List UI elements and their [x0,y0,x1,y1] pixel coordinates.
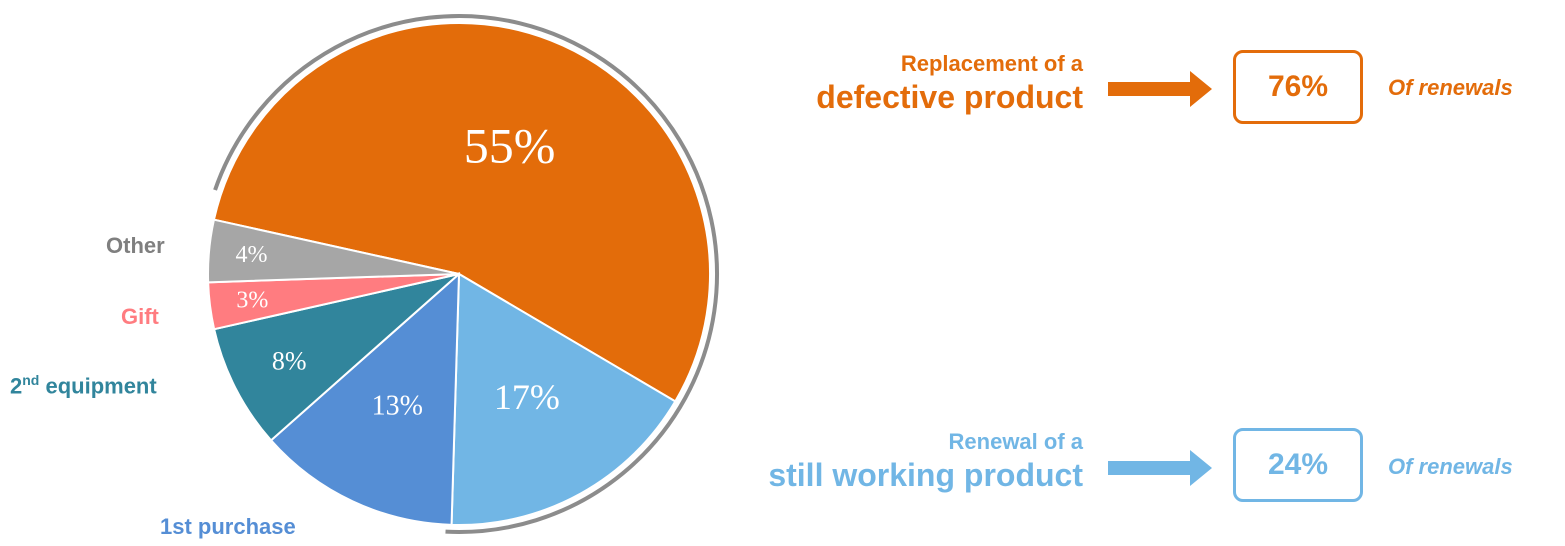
arrow-working [1108,450,1212,486]
pie-slice-label-5: 4% [236,242,268,268]
label-gift: Gift [121,304,159,329]
pie-slice-5 [207,218,460,284]
annotation-working-line1: Renewal of a [948,429,1083,454]
annotation-working-title: Renewal of a still working product [768,428,1083,494]
pie-slice-label-2: 13% [372,390,423,421]
annotation-defective-line2: defective product [816,79,1083,115]
outer-ring-arc [213,14,719,534]
label-second-equipment-sup: nd [22,372,40,388]
pie-slice-2 [269,271,461,526]
pie-slice-label-3: 8% [272,346,307,375]
pie-slice-label-4: 3% [236,287,268,313]
label-first-purchase: 1st purchase [160,514,296,539]
pie-slice-label-1: 17% [494,377,560,417]
pie-chart: 55% 17% 13% 8% 3% 4% [207,14,719,534]
label-second-equipment-number: 2 [10,373,23,399]
label-second-equipment-text: equipment [39,373,157,399]
pie-slice-1 [450,272,677,526]
arrow-defective [1108,71,1212,107]
percent-box-defective: 76% [1233,50,1363,124]
note-working: Of renewals [1388,454,1513,479]
label-other: Other [106,233,165,258]
label-second-equipment: 2nd equipment [10,372,157,399]
pie-slice-label-0: 55% [464,118,556,174]
note-defective: Of renewals [1388,75,1513,100]
percent-box-working: 24% [1233,428,1363,502]
annotation-defective-line1: Replacement of a [900,51,1083,76]
pie-slice-0 [212,22,711,403]
annotation-working-line2: still working product [768,457,1083,493]
annotation-defective-title: Replacement of a defective product [816,50,1083,116]
